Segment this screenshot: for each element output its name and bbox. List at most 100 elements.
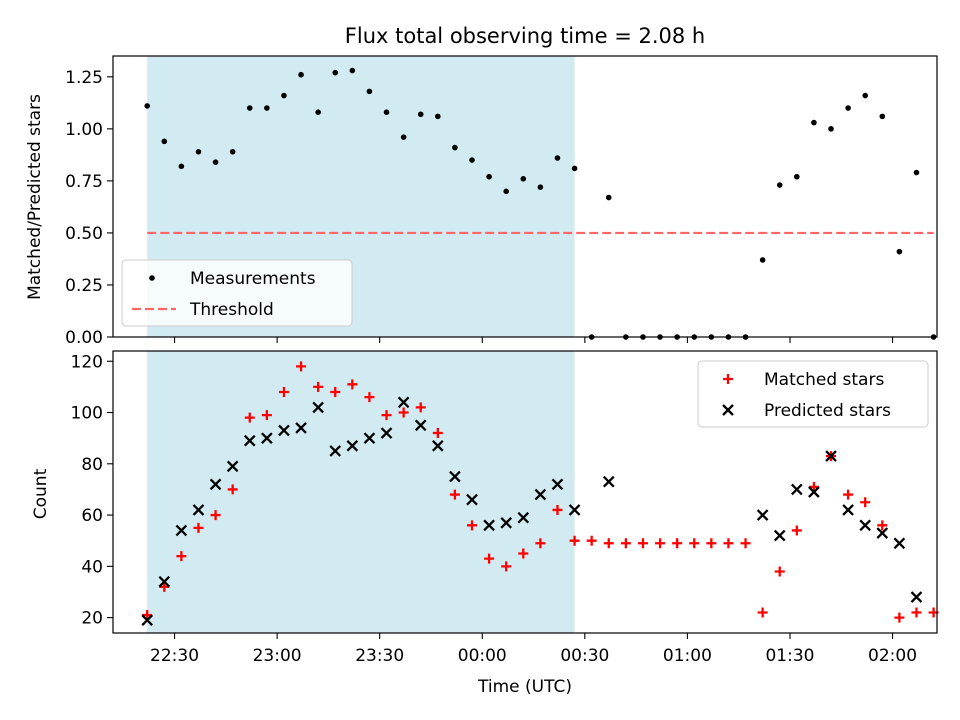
predicted-stars-point xyxy=(791,483,803,496)
measurement-point xyxy=(776,182,783,188)
matched-stars-point xyxy=(860,497,871,508)
measurement-point xyxy=(264,105,270,111)
predicted-stars-point xyxy=(431,440,444,452)
legend-label: Matched stars xyxy=(764,370,884,390)
matched-stars-point xyxy=(227,484,238,495)
measurement-point xyxy=(537,184,544,190)
bottom-panel: 20 40 60 80 100 120 22:30 23:00 23:30 00:00 00:30 0… xyxy=(71,350,939,666)
measurement-point xyxy=(759,257,766,263)
matched-stars-point xyxy=(364,392,375,403)
measurement-point xyxy=(315,109,321,115)
matched-stars-point xyxy=(501,561,512,572)
measurement-point xyxy=(366,88,373,95)
predicted-stars-point xyxy=(158,575,171,588)
predicted-stars-point xyxy=(295,422,307,434)
matched-stars-point xyxy=(381,410,392,421)
legend-box xyxy=(697,360,929,428)
matched-stars-point xyxy=(330,387,341,398)
chart-title: Flux total observing time = 2.08 h xyxy=(345,24,705,48)
matched-stars-point xyxy=(620,538,631,549)
measurement-point xyxy=(811,119,817,126)
measurement-point xyxy=(879,113,886,120)
matched-stars-point xyxy=(552,504,563,515)
matched-stars-point xyxy=(603,538,614,549)
observing-window xyxy=(147,351,575,633)
predicted-stars-point xyxy=(466,493,478,506)
predicted-stars-point xyxy=(261,432,273,444)
matched-stars-point xyxy=(415,402,426,413)
predicted-stars-point xyxy=(329,445,342,457)
matched-stars-point xyxy=(518,548,529,559)
matched-stars-point xyxy=(723,538,734,549)
top-panel: 0.00 0.25 0.50 0.75 1.00 1.25 Measurements Thre… xyxy=(65,55,938,348)
matched-stars-point xyxy=(176,551,187,562)
measurement-point xyxy=(828,126,834,132)
measurement-point xyxy=(195,148,202,155)
matched-stars-point xyxy=(193,522,204,533)
measurement-point xyxy=(913,169,920,176)
predicted-stars-point xyxy=(226,460,239,473)
measurement-point xyxy=(400,134,407,140)
x-tick-label: 22:30 xyxy=(150,646,199,666)
x-tick-label: 23:00 xyxy=(253,646,302,666)
y-tick-label: 1.25 xyxy=(65,68,103,88)
matched-stars-point xyxy=(449,489,460,500)
measurement-point xyxy=(298,71,304,78)
y-tick-label: 1.00 xyxy=(65,120,103,140)
measurement-point xyxy=(144,103,150,109)
measurement-point xyxy=(417,111,424,118)
y-tick-label: 40 xyxy=(81,557,103,577)
y-tick-label: 0.75 xyxy=(65,172,103,192)
matched-stars-point xyxy=(740,538,751,549)
predicted-stars-point xyxy=(876,527,889,539)
measurement-point xyxy=(571,165,578,172)
x-tick-label: 00:00 xyxy=(458,646,507,666)
matched-stars-point xyxy=(843,489,854,500)
predicted-stars-point xyxy=(363,432,376,444)
top-y-axis-label: Matched/Predicted stars xyxy=(25,94,45,300)
matched-stars-point xyxy=(569,535,580,546)
predicted-stars-point xyxy=(175,524,188,537)
legend-predicted-swatch xyxy=(722,404,734,416)
y-tick-label: 0.00 xyxy=(65,328,103,348)
matched-stars-point xyxy=(210,510,221,521)
predicted-stars-point xyxy=(602,475,615,488)
y-tick-label: 100 xyxy=(71,404,103,424)
predicted-stars-point xyxy=(483,519,495,532)
matched-stars-point xyxy=(655,538,666,549)
predicted-stars-point xyxy=(449,470,461,483)
axes-frame xyxy=(112,350,938,634)
predicted-stars-point xyxy=(414,419,427,432)
matched-stars-point xyxy=(757,607,768,618)
matched-stars-point xyxy=(535,538,546,549)
legend-matched-swatch xyxy=(723,374,733,384)
predicted-stars-point xyxy=(756,509,769,521)
matched-stars-point xyxy=(774,566,785,577)
matched-stars-point xyxy=(261,410,272,421)
matched-stars-point xyxy=(672,538,683,549)
measurement-point xyxy=(862,92,868,99)
predicted-stars-point xyxy=(534,488,547,501)
legend-label: Measurements xyxy=(190,269,316,289)
predicted-stars-point xyxy=(141,614,154,626)
bottom-y-axis-label: Count xyxy=(31,468,51,519)
predicted-stars-point xyxy=(893,537,906,550)
legend-label: Threshold xyxy=(189,300,274,320)
predicted-stars-point xyxy=(773,529,786,542)
measurement-point xyxy=(554,155,561,161)
matched-stars-point xyxy=(706,538,717,549)
x-tick-label: 01:00 xyxy=(663,646,712,666)
matched-stars-point xyxy=(244,412,255,423)
measurement-point xyxy=(161,138,168,145)
predicted-stars-point xyxy=(825,450,837,462)
predicted-stars-point xyxy=(397,396,410,409)
y-tick-label: 0.50 xyxy=(65,224,103,244)
y-tick-label: 80 xyxy=(81,455,103,475)
measurement-point xyxy=(281,92,287,99)
matched-stars-point xyxy=(894,612,905,623)
measurement-point xyxy=(229,148,236,155)
measurement-point xyxy=(486,173,492,180)
y-tick-label: 120 xyxy=(71,352,103,372)
measurement-point xyxy=(896,248,903,255)
